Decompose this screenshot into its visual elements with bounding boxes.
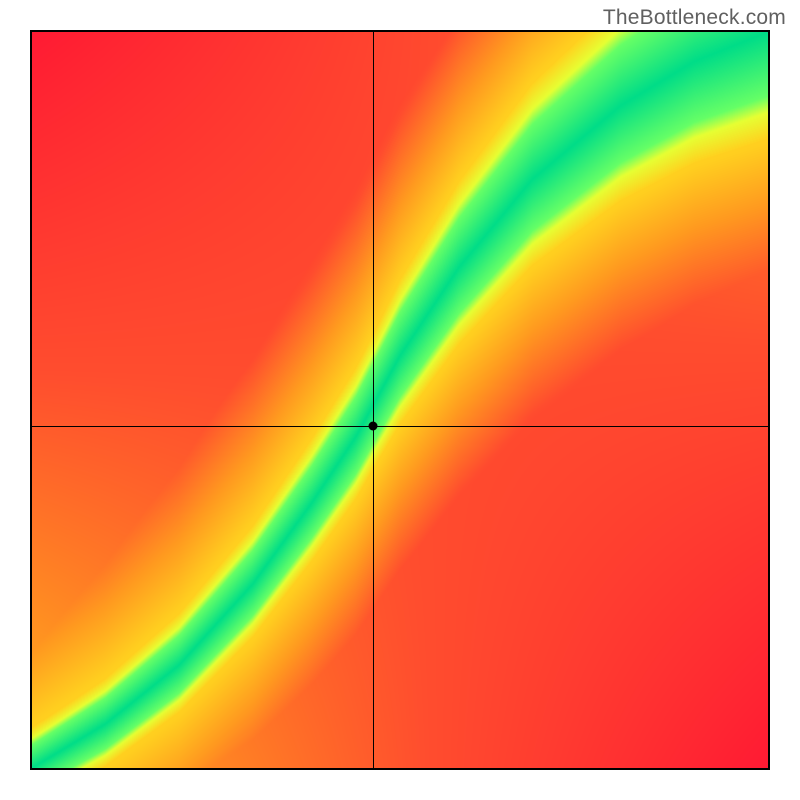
plot-area [30,30,770,770]
heatmap-canvas [32,32,768,768]
crosshair-marker [368,421,377,430]
crosshair-vertical [373,32,374,768]
crosshair-horizontal [32,426,768,427]
watermark-text: TheBottleneck.com [603,6,786,30]
